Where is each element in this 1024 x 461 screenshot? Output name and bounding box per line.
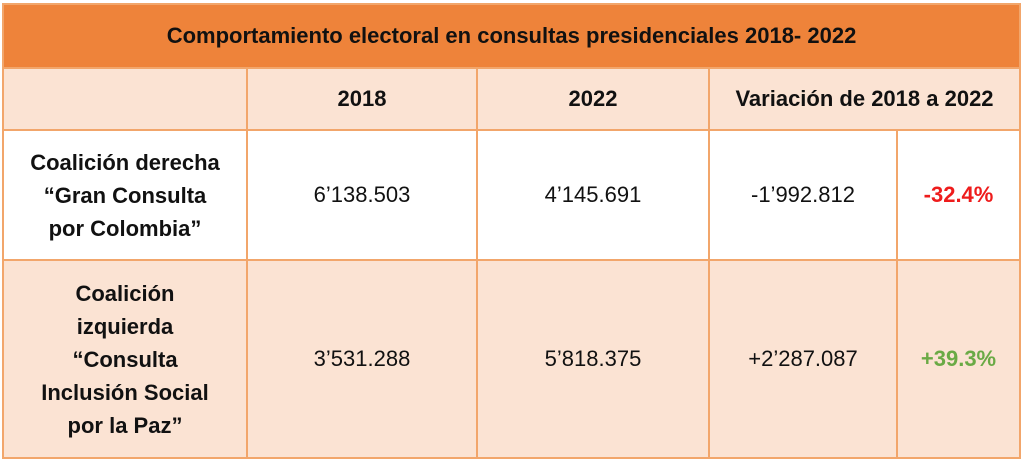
row-label-line: por Colombia” [48,215,202,241]
row-label-line: “Gran Consulta [43,182,207,208]
header-2022: 2022 [476,67,710,131]
variation-percent: -32.4% [895,129,1022,261]
row-label-line: izquierda [76,313,174,339]
row-label-right-coalition: Coalición derecha “Gran Consulta por Col… [2,129,248,261]
value-2018: 6’138.503 [246,129,478,261]
electoral-results-table: Comportamiento electoral en consultas pr… [1,3,1022,459]
variation-absolute: -1’992.812 [708,129,898,261]
row-label-line: Coalición [75,280,175,306]
title-row: Comportamiento electoral en consultas pr… [1,3,1022,69]
header-variation: Variación de 2018 a 2022 [707,67,1022,131]
value-2022: 5’818.375 [476,259,710,459]
table-title: Comportamiento electoral en consultas pr… [1,3,1022,69]
header-2018: 2018 [246,67,478,131]
row-label-line: por la Paz” [67,412,183,438]
row-label-line: Coalición derecha [30,149,220,175]
row-label-line: Inclusión Social [41,379,209,405]
row-label-left-coalition: Coalición izquierda “Consulta Inclusión … [2,259,248,459]
table-row: Coalición izquierda “Consulta Inclusión … [2,259,1022,459]
value-2018: 3’531.288 [246,259,478,459]
row-label-line: “Consulta [72,346,178,372]
value-2022: 4’145.691 [476,129,710,261]
variation-percent: +39.3% [895,259,1022,459]
header-blank-cell [2,67,248,131]
table-row: Coalición derecha “Gran Consulta por Col… [2,129,1022,261]
header-row: 2018 2022 Variación de 2018 a 2022 [2,67,1022,131]
variation-absolute: +2’287.087 [708,259,898,459]
